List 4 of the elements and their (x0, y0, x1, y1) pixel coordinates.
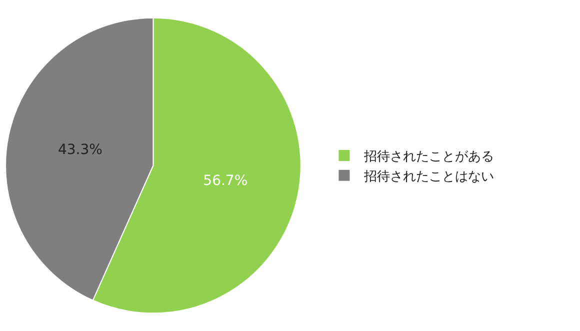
legend-label: 招待されたことはない (363, 169, 494, 184)
data-label: 56.7% (203, 172, 248, 189)
data-label: 43.3% (58, 142, 102, 158)
legend-label: 招待されたことがある (363, 150, 494, 165)
